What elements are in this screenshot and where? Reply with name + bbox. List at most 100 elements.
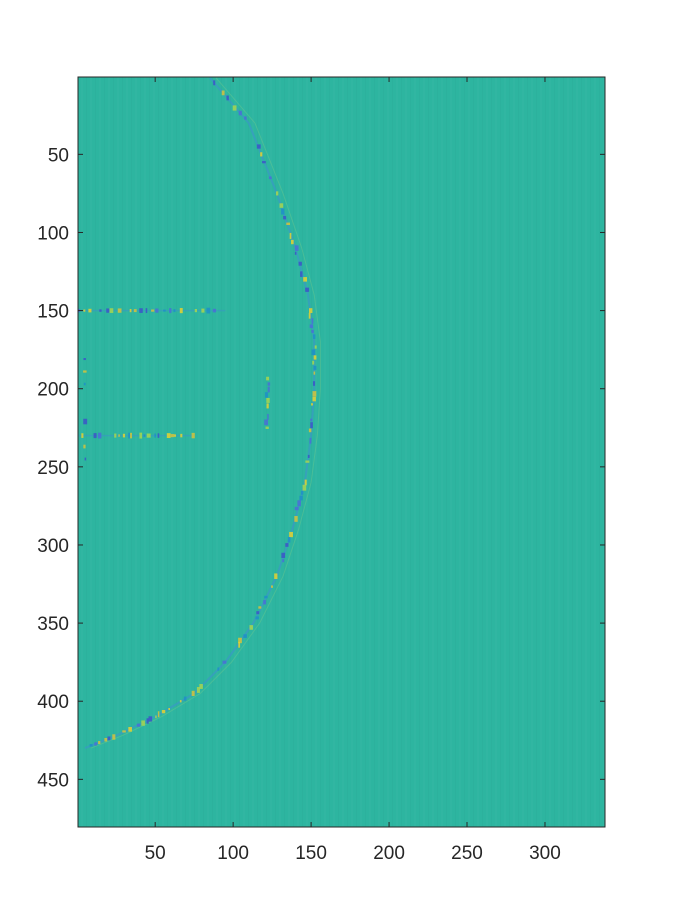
- heatmap-speckle: [285, 543, 289, 547]
- heatmap-speckle: [294, 251, 297, 255]
- heatmap-speckle: [313, 355, 317, 360]
- heatmap-speckle: [81, 433, 84, 438]
- heatmap-speckle: [312, 391, 317, 397]
- heatmap-speckle: [143, 434, 146, 437]
- heatmap-speckle: [313, 371, 316, 375]
- heatmap-speckle: [88, 308, 92, 313]
- heatmap-speckle: [196, 687, 200, 693]
- heatmap-speckle: [303, 277, 307, 282]
- heatmap-speckle: [298, 261, 302, 266]
- heatmap-speckle: [294, 245, 299, 251]
- heatmap-speckle: [94, 742, 98, 746]
- heatmap-speckle: [262, 161, 266, 164]
- x-tick-label: 250: [451, 843, 483, 864]
- heatmap-speckle: [170, 434, 175, 438]
- heatmap-speckle: [289, 232, 292, 239]
- heatmap-speckle: [213, 80, 216, 86]
- heatmap-speckle: [128, 727, 132, 732]
- heatmap-speckle: [249, 625, 253, 630]
- heatmap-speckle: [294, 516, 298, 522]
- heatmap-speckle: [99, 309, 102, 312]
- heatmap-speckle: [311, 349, 316, 356]
- x-tick-label: 150: [295, 843, 327, 864]
- heatmap-speckle: [104, 737, 108, 742]
- y-tick-label: 400: [37, 692, 69, 713]
- heatmap-speckle: [155, 308, 159, 313]
- heatmap-speckle: [265, 426, 269, 429]
- heatmap-speckle: [238, 637, 242, 644]
- heatmap-speckle: [302, 484, 307, 491]
- heatmap-speckle: [206, 307, 211, 314]
- heatmap-speckle: [93, 433, 97, 439]
- heatmap-speckle: [122, 433, 126, 438]
- y-tick-label: 50: [48, 145, 69, 166]
- heatmap-speckle: [191, 432, 195, 439]
- heatmap-speckle: [136, 723, 141, 727]
- y-tick-label: 450: [37, 770, 69, 791]
- heatmap-speckle: [83, 370, 87, 373]
- heatmap-speckle: [313, 365, 317, 370]
- heatmap-speckle: [279, 203, 284, 208]
- x-tick-label: 100: [217, 843, 249, 864]
- heatmap-speckle: [168, 708, 170, 711]
- heatmap-speckle: [310, 422, 313, 429]
- heatmap-speckle: [274, 573, 278, 580]
- heatmap-speckle: [221, 90, 225, 96]
- heatmap-speckle: [174, 434, 176, 437]
- heatmap-speckle: [128, 432, 131, 439]
- heatmap-speckle: [83, 444, 86, 449]
- heatmap-speckle: [255, 616, 259, 620]
- heatmap-speckle: [154, 433, 156, 438]
- heatmap-speckle: [243, 634, 247, 638]
- heatmap-speckle: [308, 308, 313, 313]
- heatmap-speckle: [299, 495, 303, 501]
- heatmap-speckle: [114, 433, 117, 438]
- heatmap-speckle: [163, 309, 166, 312]
- x-tick-label: 200: [373, 843, 405, 864]
- heatmap-speckle: [199, 684, 203, 689]
- heatmap-speckle: [300, 271, 303, 277]
- heatmap-speckle: [148, 716, 153, 722]
- heatmap-speckle: [238, 110, 242, 116]
- heatmap-speckle: [191, 690, 195, 697]
- heatmap-speckle: [264, 392, 269, 398]
- heatmap-speckle: [297, 500, 301, 507]
- heatmap-speckle: [107, 736, 111, 741]
- heatmap-speckle: [267, 382, 271, 386]
- heatmap-speckle: [98, 741, 101, 745]
- heatmap-speckle: [275, 191, 279, 196]
- heatmap-speckle: [180, 433, 183, 438]
- heatmap-speckle: [260, 152, 263, 157]
- heatmap-speckle: [313, 334, 316, 339]
- x-tick-label: 300: [529, 843, 561, 864]
- heatmap-speckle: [201, 308, 205, 313]
- heatmap-speckle: [83, 418, 88, 425]
- heatmap-speckle: [83, 382, 86, 386]
- heatmap-speckle: [122, 730, 126, 733]
- heatmap-speckle: [311, 318, 314, 324]
- heatmap-speckle: [305, 287, 310, 292]
- heatmap-speckle: [300, 491, 304, 495]
- heatmap-speckle: [266, 403, 269, 409]
- y-axis: 50 100 150 200 250 300 350 400 450: [37, 145, 605, 791]
- heatmap-speckle: [308, 312, 311, 319]
- heatmap-speckle: [312, 396, 316, 402]
- heatmap-speckle: [117, 308, 122, 313]
- heatmap-speckle: [281, 552, 286, 559]
- heatmap-speckle: [256, 611, 260, 615]
- heatmap-speckle: [268, 176, 272, 180]
- heatmap-speckle: [109, 308, 114, 313]
- heatmap-speckle: [157, 711, 160, 718]
- arc-edge-halo: [91, 77, 321, 749]
- heatmap-speckle: [264, 419, 268, 426]
- heatmap-speckle: [179, 700, 182, 703]
- heatmap-speckle: [271, 585, 273, 588]
- heatmap-speckle: [307, 454, 310, 458]
- heatmap-speckle: [146, 718, 149, 724]
- heatmap-speckle: [157, 433, 160, 438]
- heatmap-speckle: [118, 434, 120, 437]
- heatmap-speckle: [312, 360, 315, 365]
- heatmap-speckle: [264, 595, 268, 599]
- heatmap-speckle: [155, 715, 157, 719]
